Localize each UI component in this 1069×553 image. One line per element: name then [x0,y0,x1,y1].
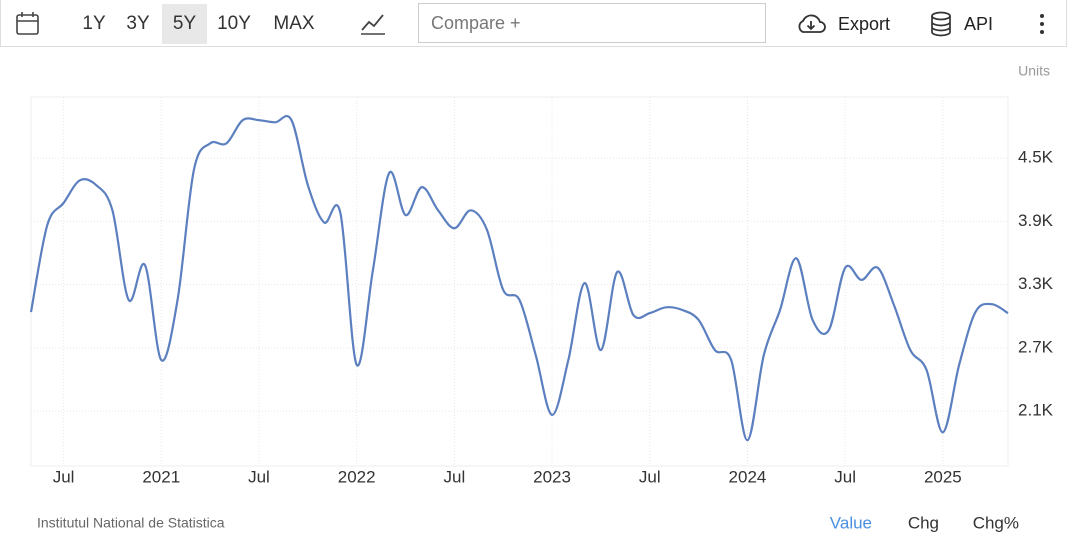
export-icon[interactable] [795,12,827,36]
range-button[interactable]: 5Y [162,4,207,44]
range-button[interactable]: 3Y [126,13,150,34]
range-button[interactable]: MAX [273,13,315,34]
x-tick-label: Jul [639,467,661,486]
x-tick-label: 2025 [924,467,962,486]
x-tick-label: 2022 [338,467,376,486]
menu-icon[interactable] [1038,12,1046,36]
compare-input[interactable]: Compare + [418,3,766,43]
calendar-icon[interactable] [15,11,41,37]
y-tick-label: 4.5K [1018,148,1054,167]
y-tick-label: 2.7K [1018,337,1054,356]
view-button[interactable]: Value [830,513,872,532]
x-tick-label: 2023 [533,467,571,486]
units-label: Units [1018,63,1050,79]
export-button[interactable]: Export [838,14,891,34]
y-tick-label: 2.1K [1018,401,1054,420]
source: Institutul National de Statistica [37,515,225,531]
x-tick-label: Jul [834,467,856,486]
y-tick-label: 3.9K [1018,211,1054,230]
x-tick-label: Jul [53,467,75,486]
data-line [29,115,1009,442]
x-tick-label: Jul [443,467,465,486]
api-button[interactable]: API [964,14,994,34]
api-icon[interactable] [929,11,953,37]
chart: Units Institutul National de Statistica … [29,63,1054,532]
view-button[interactable]: Chg [908,513,939,532]
x-tick-label: 2024 [729,467,767,486]
y-tick-label: 3.3K [1018,274,1054,293]
toolbar: 1Y 3Y 5Y 10Y MAX Compare + Export API [0,0,1067,47]
plot-frame [30,96,1009,467]
view-button[interactable]: Chg% [973,513,1019,532]
x-tick-label: 2021 [142,467,180,486]
range-button[interactable]: 1Y [82,13,106,34]
range-button[interactable]: 10Y [217,13,251,34]
x-tick-label: Jul [248,467,270,486]
chart-type-icon[interactable] [360,12,386,36]
